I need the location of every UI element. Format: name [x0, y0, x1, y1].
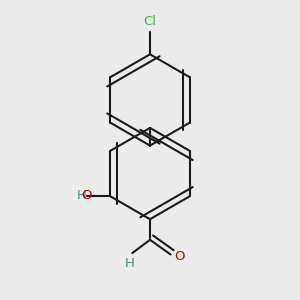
Text: O: O: [174, 250, 184, 262]
Text: H: H: [124, 257, 134, 271]
Text: O: O: [81, 189, 92, 202]
Text: Cl: Cl: [143, 15, 157, 28]
Text: H: H: [76, 189, 86, 202]
